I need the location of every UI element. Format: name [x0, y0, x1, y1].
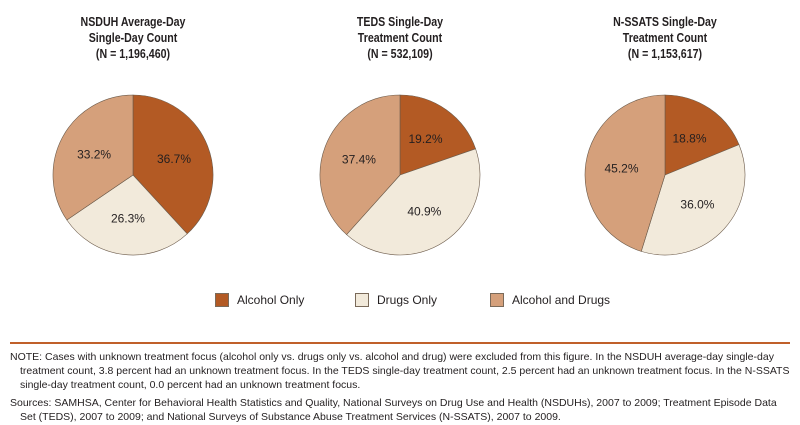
- title-line: TEDS Single-Day: [356, 15, 444, 29]
- legend-label: Alcohol Only: [237, 293, 305, 307]
- legend-item-alcohol: Alcohol Only: [215, 293, 304, 307]
- data-label-both: 45.2%: [604, 161, 638, 175]
- title-n: (N = 532,109): [367, 47, 433, 61]
- sources-text: Sources: SAMHSA, Center for Behavioral H…: [10, 397, 777, 423]
- data-label-drugs: 36.0%: [680, 198, 714, 212]
- legend-swatch: [355, 293, 369, 307]
- title-line: NSDUH Average-Day: [80, 15, 186, 29]
- data-label-drugs: 40.9%: [407, 205, 441, 219]
- title-line: Treatment Count: [622, 31, 708, 45]
- pie-slice-alcohol: [399, 94, 476, 176]
- pie-slice-alcohol: [132, 94, 214, 235]
- pie-slice-drugs: [346, 148, 481, 256]
- notes: NOTE: Cases with unknown treatment focus…: [10, 350, 790, 392]
- title-n: (N = 1,153,617): [627, 47, 703, 61]
- title-line: Single-Day Count: [88, 31, 178, 45]
- legend-item-drugs: Drugs Only: [355, 293, 437, 307]
- title-line: Treatment Count: [357, 31, 443, 45]
- pie-charts: 36.7% 26.3% 33.2% 19.2% 40.9% 37.4% 18.8% 36.0%…: [52, 94, 746, 256]
- legend-label: Drugs Only: [377, 293, 438, 307]
- legend-label: Alcohol and Drugs: [512, 293, 611, 307]
- pie-slice-drugs: [66, 174, 188, 256]
- pie-slice-both: [319, 94, 401, 235]
- data-label-alcohol: 18.8%: [672, 131, 706, 145]
- chart-title-teds: TEDS Single-Day Treatment Count (N = 532…: [307, 14, 494, 62]
- divider: [10, 342, 790, 344]
- pie-slice-alcohol: [664, 94, 740, 176]
- title-n: (N = 1,196,460): [95, 47, 171, 61]
- note-text: NOTE: Cases with unknown treatment focus…: [10, 351, 790, 391]
- chart-title-nsduh: NSDUH Average-Day Single-Day Count (N = …: [40, 14, 227, 62]
- data-label-alcohol: 19.2%: [409, 132, 443, 146]
- data-label-both: 37.4%: [342, 152, 376, 166]
- chart-title-nssats: N-SSATS Single-Day Treatment Count (N = …: [572, 14, 759, 62]
- legend-swatch: [490, 293, 504, 307]
- pie-slice-drugs: [640, 144, 746, 256]
- data-label-drugs: 26.3%: [111, 212, 145, 226]
- legend-item-both: Alcohol and Drugs: [490, 293, 610, 307]
- pie-slice-both: [584, 94, 666, 252]
- title-line: N-SSATS Single-Day: [613, 15, 717, 29]
- pie-slice-both: [52, 94, 134, 221]
- data-label-alcohol: 36.7%: [157, 152, 191, 166]
- sources: Sources: SAMHSA, Center for Behavioral H…: [10, 396, 790, 424]
- data-label-both: 33.2%: [77, 147, 111, 161]
- legend-swatch: [215, 293, 229, 307]
